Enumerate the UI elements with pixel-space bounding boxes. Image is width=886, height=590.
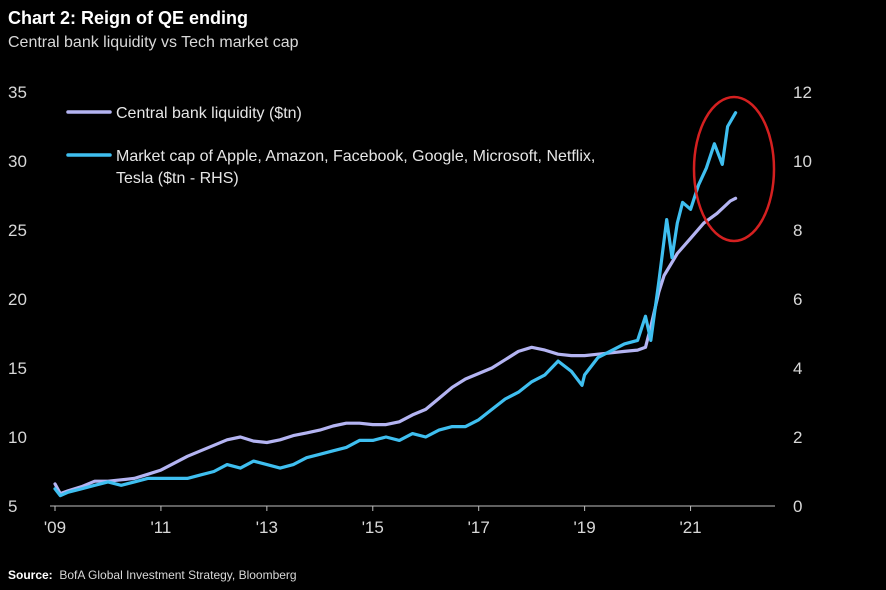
x-tick-label: '17 — [468, 518, 490, 537]
y-left-tick-label: 15 — [8, 359, 27, 378]
x-tick-label: '15 — [362, 518, 384, 537]
y-right-tick-label: 4 — [793, 359, 802, 378]
series-line-liquidity — [53, 196, 738, 496]
x-tick-label: '21 — [679, 518, 701, 537]
source-label: Source: — [8, 568, 53, 582]
x-tick-label: '11 — [150, 518, 171, 537]
y-right-tick-label: 6 — [793, 290, 802, 309]
y-left-tick-label: 10 — [8, 428, 27, 447]
y-left-tick-label: 5 — [8, 497, 17, 516]
chart-subtitle: Central bank liquidity vs Tech market ca… — [8, 34, 299, 51]
y-left-tick-label: 30 — [8, 152, 27, 171]
y-left-tick-label: 20 — [8, 290, 27, 309]
legend-label-liquidity: Central bank liquidity ($tn) — [116, 105, 302, 122]
highlight-circle — [692, 95, 776, 243]
source-note: Source: BofA Global Investment Strategy,… — [8, 568, 297, 582]
y-left-tick-label: 35 — [8, 83, 27, 102]
legend-label-market-cap: Market cap of Apple, Amazon, Facebook, G… — [116, 148, 595, 165]
x-tick-label: '13 — [256, 518, 278, 537]
chart-canvas: 5 10 15 20 25 30 35 0 2 4 6 8 10 12 '09 '11 '13 '15 '17 '19… — [8, 83, 812, 537]
y-right-tick-label: 2 — [793, 428, 802, 447]
y-right-tick-label: 12 — [793, 83, 812, 102]
chart-title: Chart 2: Reign of QE ending — [8, 8, 249, 28]
y-right-tick-label: 10 — [793, 152, 812, 171]
legend-label-market-cap: Tesla ($tn - RHS) — [116, 170, 239, 187]
x-tick-label: '09 — [44, 518, 66, 537]
y-right-tick-label: 0 — [793, 497, 802, 516]
y-left-tick-label: 25 — [8, 221, 27, 240]
source-text: BofA Global Investment Strategy, Bloombe… — [59, 568, 297, 582]
x-tick-label: '19 — [574, 518, 596, 537]
y-right-tick-label: 8 — [793, 221, 802, 240]
series-line-market_cap — [53, 111, 738, 498]
